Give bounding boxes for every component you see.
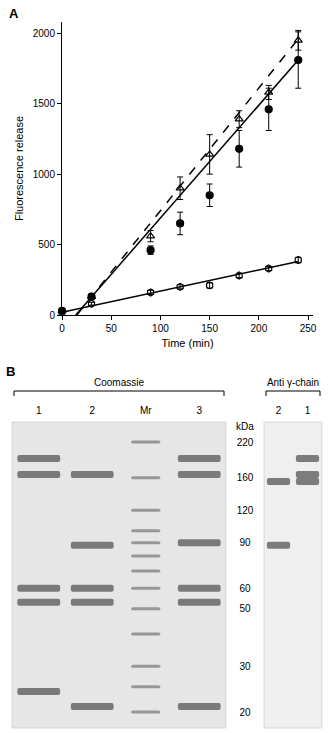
svg-text:kDa: kDa xyxy=(236,421,254,432)
svg-text:0: 0 xyxy=(49,310,55,321)
svg-text:0: 0 xyxy=(59,323,65,334)
svg-text:120: 120 xyxy=(237,505,254,516)
svg-text:3: 3 xyxy=(196,405,202,416)
svg-text:500: 500 xyxy=(38,239,55,250)
svg-text:30: 30 xyxy=(239,661,251,672)
svg-text:150: 150 xyxy=(201,323,218,334)
svg-text:100: 100 xyxy=(152,323,169,334)
svg-text:1500: 1500 xyxy=(33,98,56,109)
svg-text:Mr: Mr xyxy=(140,405,152,416)
svg-text:2000: 2000 xyxy=(33,28,56,39)
svg-text:50: 50 xyxy=(106,323,118,334)
svg-text:250: 250 xyxy=(300,323,317,334)
svg-text:Fluorescence release: Fluorescence release xyxy=(13,116,25,221)
svg-text:1: 1 xyxy=(305,405,311,416)
svg-text:220: 220 xyxy=(237,437,254,448)
svg-text:Coomassie: Coomassie xyxy=(94,377,144,388)
svg-text:1000: 1000 xyxy=(33,169,56,180)
svg-text:200: 200 xyxy=(251,323,268,334)
svg-text:20: 20 xyxy=(239,707,251,718)
svg-text:Time (min): Time (min) xyxy=(161,337,213,349)
svg-text:50: 50 xyxy=(239,603,251,614)
svg-text:2: 2 xyxy=(89,405,95,416)
svg-text:160: 160 xyxy=(237,472,254,483)
svg-text:90: 90 xyxy=(239,537,251,548)
svg-text:60: 60 xyxy=(239,583,251,594)
svg-text:1: 1 xyxy=(36,405,42,416)
svg-text:2: 2 xyxy=(276,405,282,416)
svg-text:B: B xyxy=(6,364,15,379)
svg-text:Anti γ-chain: Anti γ-chain xyxy=(267,377,319,388)
svg-text:A: A xyxy=(9,6,19,21)
